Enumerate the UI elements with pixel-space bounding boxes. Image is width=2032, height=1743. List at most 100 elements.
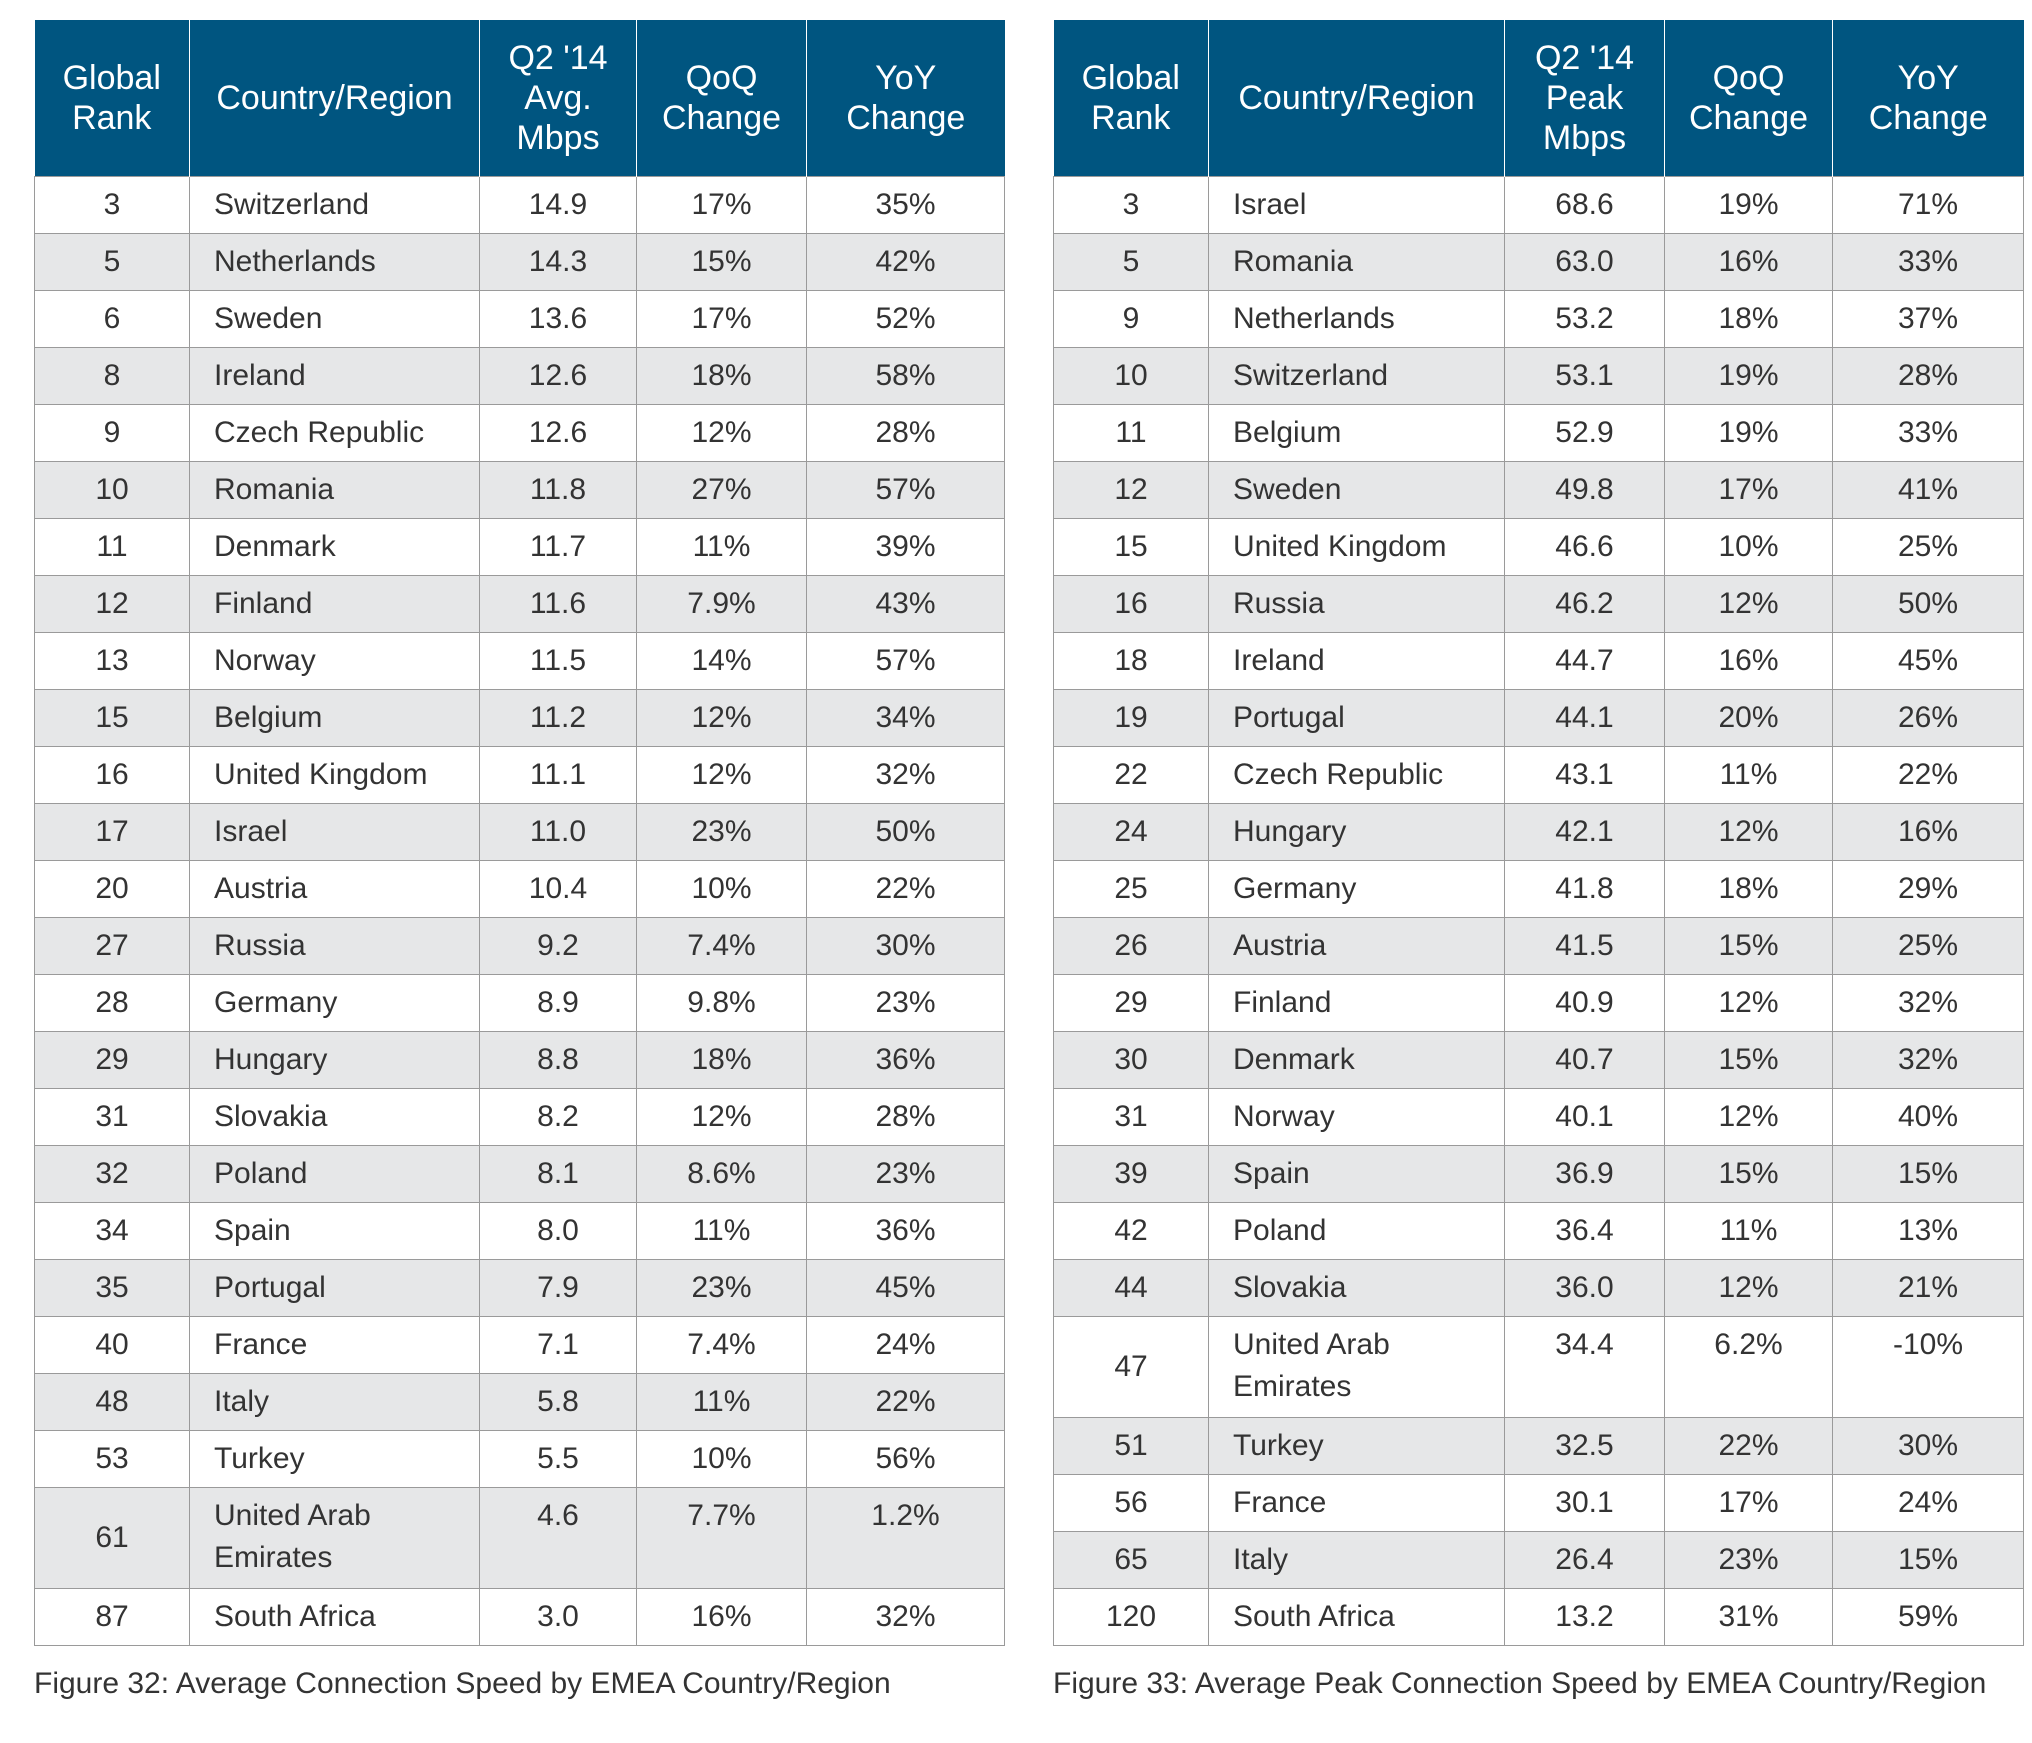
country-cell: Belgium <box>189 688 480 747</box>
country-cell: Ireland <box>1208 631 1505 690</box>
qoq-change-cell: 10% <box>1664 517 1833 576</box>
speed-cell: 5.8 <box>479 1372 637 1431</box>
rank-cell: 27 <box>34 916 190 975</box>
speed-cell: 12.6 <box>479 346 637 405</box>
speed-cell: 13.6 <box>479 289 637 348</box>
yoy-change-cell: 50% <box>806 802 1005 861</box>
country-cell: Israel <box>189 802 480 861</box>
speed-cell: 53.2 <box>1504 289 1665 348</box>
yoy-change-cell: 50% <box>1832 574 2024 633</box>
rank-cell: 28 <box>34 973 190 1032</box>
rank-cell: 44 <box>1053 1258 1209 1317</box>
speed-cell: 7.9 <box>479 1258 637 1317</box>
country-cell: South Africa <box>189 1587 480 1646</box>
qoq-change-cell: 15% <box>636 232 807 291</box>
speed-cell: 42.1 <box>1504 802 1665 861</box>
qoq-change-cell: 12% <box>636 403 807 462</box>
table-row: 10 Romania 11.8 27% 57% <box>34 460 1005 519</box>
qoq-change-cell: 22% <box>1664 1416 1833 1475</box>
yoy-change-cell: 30% <box>806 916 1005 975</box>
yoy-change-cell: 25% <box>1832 916 2024 975</box>
qoq-change-cell: 31% <box>1664 1587 1833 1646</box>
country-cell: Slovakia <box>1208 1258 1505 1317</box>
table-header-row: Global Rank Country/Region Q2 '14 Avg. Mbps… <box>34 20 1005 176</box>
table-row: 24 Hungary 42.1 12% 16% <box>1053 802 2024 861</box>
table-row: 44 Slovakia 36.0 12% 21% <box>1053 1258 2024 1317</box>
country-cell: Norway <box>1208 1087 1505 1146</box>
country-cell: Poland <box>1208 1201 1505 1260</box>
rank-cell: 16 <box>34 745 190 804</box>
speed-cell: 32.5 <box>1504 1416 1665 1475</box>
rank-cell: 5 <box>34 232 190 291</box>
header-yoy: YoY Change <box>806 20 1005 176</box>
speed-cell: 3.0 <box>479 1587 637 1646</box>
rank-cell: 6 <box>34 289 190 348</box>
country-cell: France <box>189 1315 480 1374</box>
rank-cell: 42 <box>1053 1201 1209 1260</box>
yoy-change-cell: 59% <box>1832 1587 2024 1646</box>
header-rank: Global Rank <box>1053 20 1209 176</box>
speed-cell: 12.6 <box>479 403 637 462</box>
rank-cell: 35 <box>34 1258 190 1317</box>
figure-32: Global Rank Country/Region Q2 '14 Avg. Mbps… <box>34 20 1005 1702</box>
rank-cell: 53 <box>34 1429 190 1488</box>
speed-cell: 11.6 <box>479 574 637 633</box>
rank-cell: 9 <box>1053 289 1209 348</box>
country-cell: Russia <box>189 916 480 975</box>
country-cell: Switzerland <box>189 175 480 234</box>
qoq-change-cell: 20% <box>1664 688 1833 747</box>
rank-cell: 51 <box>1053 1416 1209 1475</box>
table-row: 31 Slovakia 8.2 12% 28% <box>34 1087 1005 1146</box>
rank-cell: 10 <box>1053 346 1209 405</box>
speed-cell: 14.3 <box>479 232 637 291</box>
rank-cell: 16 <box>1053 574 1209 633</box>
table-row: 47 United Arab Emirates 34.4 6.2% -10% <box>1053 1315 2024 1418</box>
table-row: 12 Sweden 49.8 17% 41% <box>1053 460 2024 519</box>
rank-cell: 17 <box>34 802 190 861</box>
qoq-change-cell: 19% <box>1664 346 1833 405</box>
table-row: 13 Norway 11.5 14% 57% <box>34 631 1005 690</box>
qoq-change-cell: 8.6% <box>636 1144 807 1203</box>
table-row: 26 Austria 41.5 15% 25% <box>1053 916 2024 975</box>
table-row: 12 Finland 11.6 7.9% 43% <box>34 574 1005 633</box>
country-cell: Italy <box>1208 1530 1505 1589</box>
country-cell: Finland <box>189 574 480 633</box>
table-row: 15 Belgium 11.2 12% 34% <box>34 688 1005 747</box>
country-cell: Sweden <box>1208 460 1505 519</box>
yoy-change-cell: 42% <box>806 232 1005 291</box>
yoy-change-cell: 52% <box>806 289 1005 348</box>
table-row: 9 Czech Republic 12.6 12% 28% <box>34 403 1005 462</box>
yoy-change-cell: 32% <box>1832 973 2024 1032</box>
table-row: 3 Switzerland 14.9 17% 35% <box>34 175 1005 234</box>
rank-cell: 31 <box>1053 1087 1209 1146</box>
yoy-change-cell: 24% <box>806 1315 1005 1374</box>
country-cell: United Kingdom <box>1208 517 1505 576</box>
yoy-change-cell: 15% <box>1832 1144 2024 1203</box>
country-cell: Hungary <box>189 1030 480 1089</box>
country-cell: Denmark <box>189 517 480 576</box>
country-cell: Netherlands <box>1208 289 1505 348</box>
rank-cell: 25 <box>1053 859 1209 918</box>
speed-cell: 41.5 <box>1504 916 1665 975</box>
yoy-change-cell: 57% <box>806 631 1005 690</box>
rank-cell: 22 <box>1053 745 1209 804</box>
qoq-change-cell: 16% <box>1664 232 1833 291</box>
speed-cell: 40.7 <box>1504 1030 1665 1089</box>
speed-cell: 40.1 <box>1504 1087 1665 1146</box>
country-cell: Turkey <box>1208 1416 1505 1475</box>
header-country: Country/Region <box>189 20 480 176</box>
qoq-change-cell: 19% <box>1664 175 1833 234</box>
rank-cell: 11 <box>1053 403 1209 462</box>
qoq-change-cell: 7.7% <box>636 1486 807 1589</box>
table-row: 11 Belgium 52.9 19% 33% <box>1053 403 2024 462</box>
qoq-change-cell: 18% <box>1664 859 1833 918</box>
country-cell: Poland <box>189 1144 480 1203</box>
yoy-change-cell: 32% <box>1832 1030 2024 1089</box>
qoq-change-cell: 17% <box>1664 1473 1833 1532</box>
yoy-change-cell: 34% <box>806 688 1005 747</box>
speed-cell: 14.9 <box>479 175 637 234</box>
table-row: 16 Russia 46.2 12% 50% <box>1053 574 2024 633</box>
rank-cell: 56 <box>1053 1473 1209 1532</box>
country-cell: South Africa <box>1208 1587 1505 1646</box>
country-cell: Finland <box>1208 973 1505 1032</box>
